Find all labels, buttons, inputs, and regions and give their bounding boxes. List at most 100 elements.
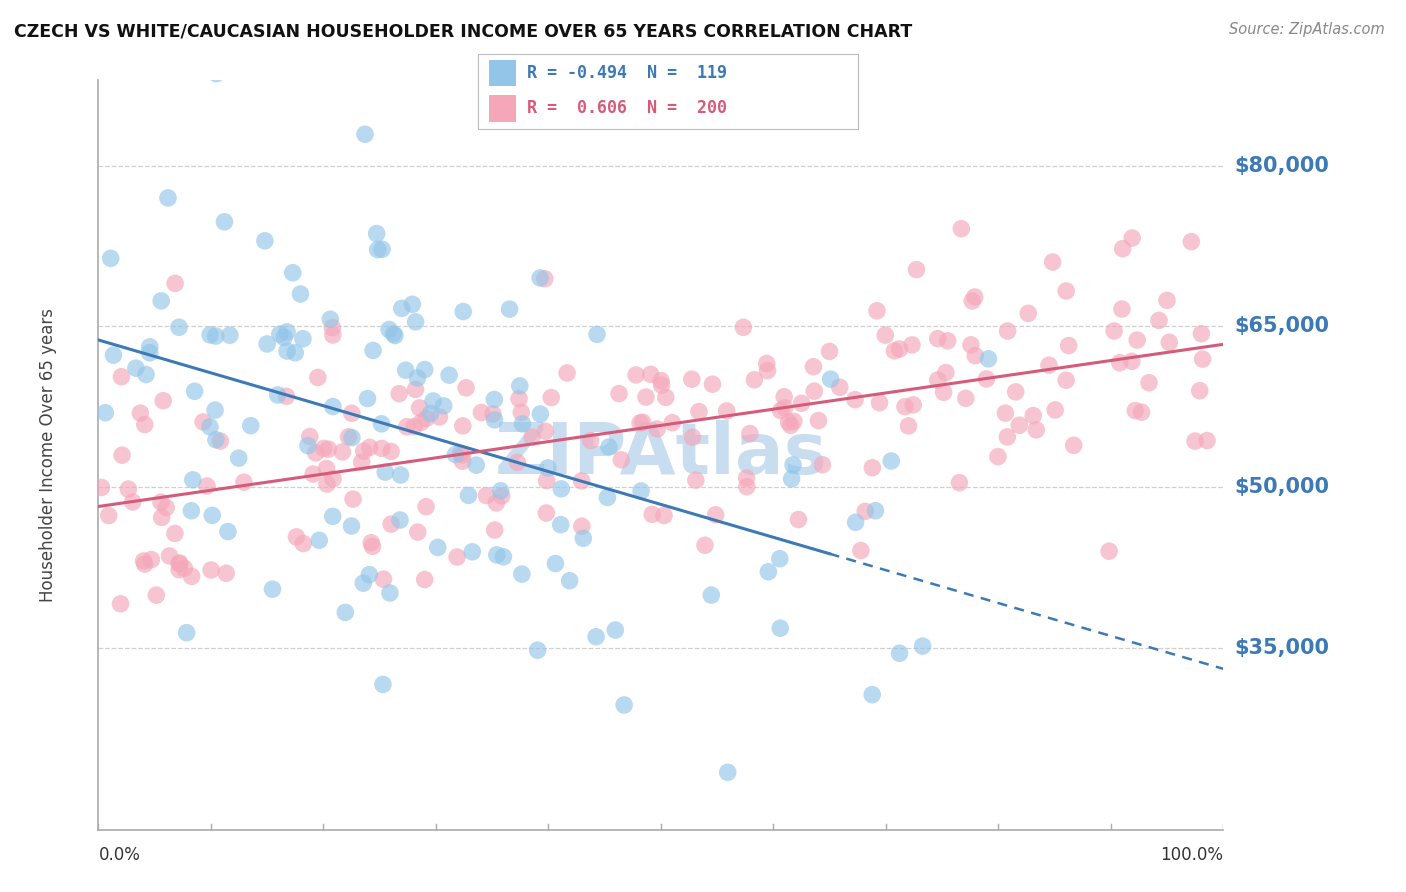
Point: [322, 328, 344, 343]
Point: [97, 508, 120, 523]
Point: [316, 477, 339, 491]
Point: [139, 340, 162, 354]
Point: [159, 549, 181, 563]
Point: [540, 391, 562, 405]
Point: [485, 548, 508, 562]
Point: [935, 366, 957, 380]
Point: [744, 373, 766, 387]
Point: [444, 448, 467, 462]
Point: [717, 765, 740, 780]
Point: [94, 406, 117, 420]
Text: $65,000: $65,000: [1234, 317, 1329, 336]
Point: [292, 536, 315, 550]
Point: [475, 489, 498, 503]
Point: [994, 406, 1017, 420]
Text: $50,000: $50,000: [1234, 477, 1329, 497]
Point: [450, 446, 472, 460]
Point: [253, 234, 276, 248]
Point: [267, 388, 290, 402]
Text: Householder Income Over 65 years: Householder Income Over 65 years: [39, 308, 56, 602]
Point: [773, 390, 796, 404]
Point: [281, 266, 304, 280]
Point: [373, 572, 395, 586]
Point: [866, 303, 889, 318]
Point: [803, 384, 825, 398]
Point: [201, 508, 224, 523]
Point: [889, 646, 911, 660]
Point: [783, 414, 806, 428]
Point: [520, 430, 543, 444]
Point: [150, 510, 173, 524]
Point: [571, 474, 593, 488]
Point: [380, 517, 402, 532]
Point: [769, 551, 792, 566]
Point: [332, 445, 354, 459]
Point: [631, 415, 654, 429]
Point: [145, 588, 167, 602]
Point: [150, 293, 173, 308]
Point: [526, 643, 548, 657]
Point: [927, 332, 949, 346]
Point: [354, 128, 377, 142]
Text: $80,000: $80,000: [1234, 156, 1329, 176]
Point: [1108, 356, 1130, 370]
Point: [787, 512, 810, 526]
Point: [484, 413, 506, 427]
Point: [378, 322, 401, 336]
Point: [176, 625, 198, 640]
Point: [173, 561, 195, 575]
Point: [484, 392, 506, 407]
Point: [628, 416, 651, 430]
Point: [322, 472, 344, 486]
Point: [298, 429, 321, 443]
Point: [1188, 384, 1211, 398]
Point: [198, 327, 221, 342]
Point: [865, 504, 887, 518]
Point: [1063, 438, 1085, 452]
Point: [1111, 301, 1133, 316]
Point: [451, 448, 474, 462]
Point: [489, 483, 512, 498]
Point: [897, 418, 920, 433]
Point: [716, 404, 738, 418]
Point: [391, 301, 413, 316]
Point: [681, 372, 703, 386]
Bar: [489, 60, 516, 87]
Point: [492, 549, 515, 564]
Point: [228, 451, 250, 466]
Point: [655, 390, 678, 404]
Point: [111, 448, 134, 462]
Point: [932, 385, 955, 400]
Point: [1004, 384, 1026, 399]
Text: Source: ZipAtlas.com: Source: ZipAtlas.com: [1229, 22, 1385, 37]
Point: [378, 586, 401, 600]
Point: [875, 328, 897, 343]
Point: [401, 297, 423, 311]
Point: [735, 471, 758, 485]
Point: [205, 66, 228, 80]
Point: [256, 337, 278, 351]
Text: $35,000: $35,000: [1234, 638, 1329, 657]
Point: [360, 535, 382, 549]
Point: [1130, 405, 1153, 419]
Point: [844, 392, 866, 407]
Point: [156, 191, 179, 205]
Point: [180, 569, 202, 583]
Point: [117, 482, 139, 496]
Point: [1156, 293, 1178, 308]
Point: [380, 444, 402, 458]
Point: [510, 567, 533, 582]
Point: [395, 363, 418, 377]
Point: [860, 460, 883, 475]
Point: [651, 378, 673, 392]
Text: ZIPAtlas: ZIPAtlas: [495, 420, 827, 490]
Point: [340, 519, 363, 533]
Point: [1038, 358, 1060, 372]
Point: [191, 415, 214, 429]
Point: [484, 523, 506, 537]
Point: [903, 398, 925, 412]
Point: [688, 404, 710, 418]
Point: [155, 500, 177, 515]
Point: [733, 320, 755, 334]
Point: [239, 418, 262, 433]
